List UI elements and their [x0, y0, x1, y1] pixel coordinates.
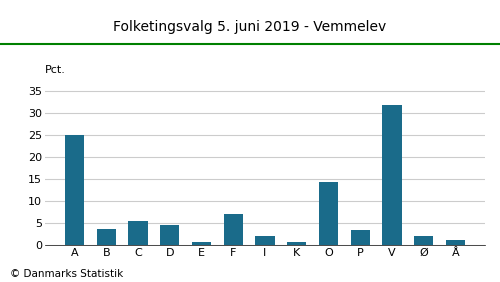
Bar: [160, 225, 180, 245]
Bar: [96, 230, 116, 245]
Bar: [287, 242, 306, 245]
Text: Pct.: Pct.: [45, 65, 66, 75]
Text: Folketingsvalg 5. juni 2019 - Vemmelev: Folketingsvalg 5. juni 2019 - Vemmelev: [114, 20, 386, 34]
Bar: [192, 242, 211, 245]
Bar: [65, 135, 84, 245]
Bar: [350, 230, 370, 245]
Bar: [319, 182, 338, 245]
Bar: [256, 237, 274, 245]
Bar: [224, 214, 243, 245]
Text: © Danmarks Statistik: © Danmarks Statistik: [10, 269, 123, 279]
Bar: [446, 240, 465, 245]
Bar: [382, 105, 402, 245]
Bar: [414, 236, 434, 245]
Bar: [128, 221, 148, 245]
